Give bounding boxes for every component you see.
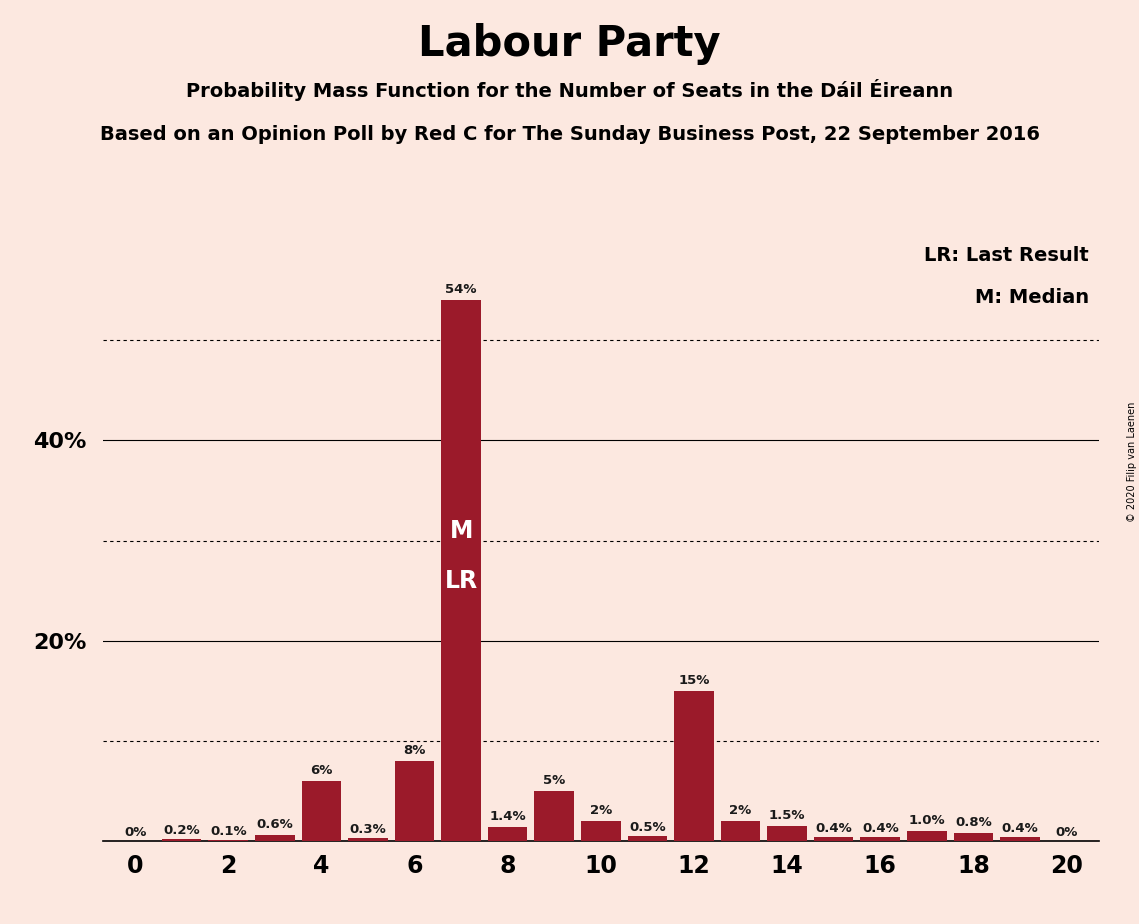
- Bar: [860, 837, 900, 841]
- Text: M: Median: M: Median: [975, 288, 1089, 308]
- Bar: [721, 821, 761, 841]
- Bar: [953, 833, 993, 841]
- Text: 0.8%: 0.8%: [954, 816, 992, 829]
- Bar: [208, 840, 248, 841]
- Bar: [628, 836, 667, 841]
- Bar: [534, 791, 574, 841]
- Text: 6%: 6%: [310, 764, 333, 777]
- Text: 8%: 8%: [403, 744, 426, 757]
- Text: 0.1%: 0.1%: [210, 825, 246, 838]
- Bar: [1000, 837, 1040, 841]
- Text: 2%: 2%: [590, 804, 612, 817]
- Text: 1.0%: 1.0%: [909, 814, 945, 827]
- Bar: [487, 827, 527, 841]
- Text: 0.4%: 0.4%: [816, 821, 852, 835]
- Bar: [255, 835, 295, 841]
- Bar: [349, 838, 387, 841]
- Text: 0.3%: 0.3%: [350, 823, 386, 836]
- Text: 5%: 5%: [543, 773, 565, 787]
- Text: M: M: [450, 518, 473, 542]
- Text: 54%: 54%: [445, 284, 477, 297]
- Bar: [162, 839, 202, 841]
- Text: Based on an Opinion Poll by Red C for The Sunday Business Post, 22 September 201: Based on an Opinion Poll by Red C for Th…: [99, 125, 1040, 144]
- Text: 0%: 0%: [124, 826, 146, 839]
- Text: 0.2%: 0.2%: [163, 824, 200, 837]
- Text: 0.5%: 0.5%: [629, 821, 665, 833]
- Bar: [768, 826, 806, 841]
- Bar: [674, 691, 714, 841]
- Bar: [395, 760, 434, 841]
- Bar: [581, 821, 621, 841]
- Bar: [441, 300, 481, 841]
- Bar: [907, 831, 947, 841]
- Text: 1.4%: 1.4%: [490, 809, 526, 822]
- Text: © 2020 Filip van Laenen: © 2020 Filip van Laenen: [1126, 402, 1137, 522]
- Text: 0%: 0%: [1056, 826, 1077, 839]
- Text: 1.5%: 1.5%: [769, 808, 805, 821]
- Text: 2%: 2%: [729, 804, 752, 817]
- Text: Labour Party: Labour Party: [418, 23, 721, 65]
- Text: 0.4%: 0.4%: [862, 821, 899, 835]
- Text: 0.6%: 0.6%: [256, 818, 293, 831]
- Text: LR: LR: [444, 568, 477, 592]
- Text: Probability Mass Function for the Number of Seats in the Dáil Éireann: Probability Mass Function for the Number…: [186, 79, 953, 101]
- Text: LR: Last Result: LR: Last Result: [925, 246, 1089, 265]
- Text: 0.4%: 0.4%: [1001, 821, 1039, 835]
- Text: 15%: 15%: [679, 674, 710, 687]
- Bar: [814, 837, 853, 841]
- Bar: [302, 781, 342, 841]
